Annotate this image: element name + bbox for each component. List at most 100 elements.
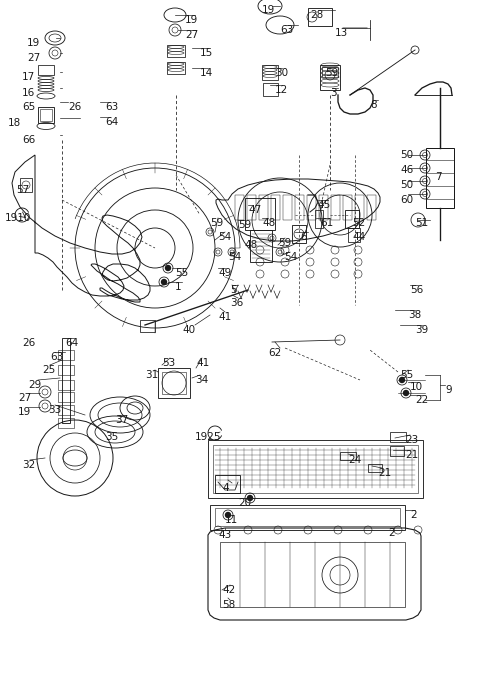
Text: 64: 64 bbox=[65, 338, 78, 348]
Bar bbox=[158, 368, 190, 398]
Text: 50: 50 bbox=[400, 180, 413, 190]
Bar bbox=[319, 195, 328, 220]
Text: 59: 59 bbox=[278, 238, 291, 248]
Bar bbox=[355, 195, 364, 220]
Text: 59: 59 bbox=[238, 220, 251, 230]
Text: 9: 9 bbox=[445, 385, 452, 395]
Bar bbox=[292, 225, 306, 243]
Text: 25: 25 bbox=[42, 365, 55, 375]
Bar bbox=[58, 365, 74, 375]
Bar bbox=[140, 320, 155, 332]
Text: 42: 42 bbox=[222, 585, 235, 595]
Bar bbox=[38, 65, 54, 75]
Text: 11: 11 bbox=[225, 515, 238, 525]
Text: 66: 66 bbox=[22, 135, 35, 145]
Text: 16: 16 bbox=[22, 88, 35, 98]
Circle shape bbox=[226, 512, 230, 518]
Text: 41: 41 bbox=[196, 358, 209, 368]
Text: 15: 15 bbox=[200, 48, 213, 58]
Bar bbox=[62, 338, 70, 423]
Text: 58: 58 bbox=[222, 600, 235, 610]
Text: 54: 54 bbox=[284, 252, 297, 262]
Bar bbox=[368, 464, 382, 472]
Text: 48: 48 bbox=[262, 218, 275, 228]
Text: 1925: 1925 bbox=[195, 432, 221, 442]
Bar bbox=[208, 440, 423, 498]
Text: 43: 43 bbox=[218, 530, 231, 540]
Text: 7: 7 bbox=[435, 172, 442, 182]
Bar bbox=[259, 195, 268, 220]
Text: 39: 39 bbox=[415, 325, 428, 335]
Text: 24: 24 bbox=[348, 455, 361, 465]
Bar bbox=[213, 445, 418, 493]
Bar bbox=[307, 195, 316, 220]
Bar bbox=[343, 195, 352, 220]
Text: 52: 52 bbox=[352, 218, 365, 228]
Text: 22: 22 bbox=[415, 395, 428, 405]
Text: 1: 1 bbox=[175, 282, 181, 292]
Text: 63: 63 bbox=[105, 102, 118, 112]
Text: 19: 19 bbox=[262, 5, 275, 15]
Bar bbox=[210, 505, 405, 530]
Bar bbox=[58, 380, 74, 390]
Text: 65: 65 bbox=[22, 102, 35, 112]
Text: 32: 32 bbox=[22, 460, 35, 470]
Circle shape bbox=[248, 495, 252, 501]
Text: 62: 62 bbox=[268, 348, 281, 358]
Text: 19: 19 bbox=[27, 38, 40, 48]
Text: 57: 57 bbox=[16, 185, 29, 195]
Bar bbox=[220, 542, 405, 607]
Text: 2: 2 bbox=[388, 528, 395, 538]
Bar bbox=[322, 67, 338, 77]
Bar bbox=[40, 109, 52, 121]
Text: 27: 27 bbox=[27, 53, 40, 63]
Text: 64: 64 bbox=[105, 117, 118, 127]
Text: 30: 30 bbox=[275, 68, 288, 78]
Text: 6: 6 bbox=[300, 232, 307, 242]
Text: 10: 10 bbox=[410, 382, 423, 392]
Bar bbox=[235, 195, 244, 220]
Text: 50: 50 bbox=[400, 150, 413, 160]
Circle shape bbox=[166, 266, 170, 270]
Text: 35: 35 bbox=[105, 432, 118, 442]
Text: 54: 54 bbox=[228, 252, 241, 262]
Text: 26: 26 bbox=[68, 102, 81, 112]
Bar bbox=[320, 65, 340, 90]
Text: 13: 13 bbox=[335, 28, 348, 38]
Bar bbox=[247, 195, 256, 220]
Bar bbox=[167, 45, 185, 57]
Bar bbox=[167, 62, 185, 74]
Text: 60: 60 bbox=[400, 195, 413, 205]
Bar bbox=[58, 350, 74, 360]
Bar bbox=[367, 195, 376, 220]
Text: 55: 55 bbox=[175, 268, 188, 278]
Text: 12: 12 bbox=[275, 85, 288, 95]
Bar bbox=[245, 198, 275, 230]
Text: 17: 17 bbox=[22, 72, 35, 82]
Bar bbox=[58, 418, 74, 428]
Bar bbox=[345, 210, 359, 228]
Text: 48: 48 bbox=[244, 240, 257, 250]
Text: 1910: 1910 bbox=[5, 213, 31, 223]
Text: 21: 21 bbox=[405, 450, 418, 460]
Text: 4: 4 bbox=[222, 483, 228, 493]
Circle shape bbox=[161, 280, 167, 284]
Text: 3: 3 bbox=[330, 88, 336, 98]
Text: 53: 53 bbox=[162, 358, 175, 368]
Bar bbox=[283, 195, 292, 220]
Text: 47: 47 bbox=[248, 205, 261, 215]
Bar bbox=[295, 195, 304, 220]
Text: 14: 14 bbox=[200, 68, 213, 78]
Bar bbox=[271, 195, 280, 220]
Text: 27: 27 bbox=[18, 393, 31, 403]
Text: 41: 41 bbox=[218, 312, 231, 322]
Text: 46: 46 bbox=[400, 165, 413, 175]
Text: 36: 36 bbox=[230, 298, 243, 308]
Bar bbox=[58, 392, 74, 402]
Text: 54: 54 bbox=[218, 232, 231, 242]
Text: 5: 5 bbox=[230, 285, 237, 295]
Bar bbox=[162, 372, 186, 394]
Bar bbox=[308, 8, 332, 26]
Text: 37: 37 bbox=[115, 415, 128, 425]
Text: 51: 51 bbox=[415, 218, 428, 228]
